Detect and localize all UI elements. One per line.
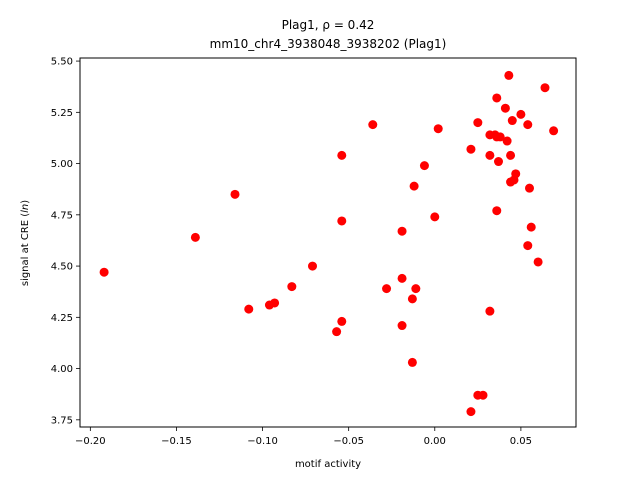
y-axis-label: signal at CRE (ln) [20,200,31,286]
data-point [409,181,419,191]
data-point [473,118,483,128]
y-axis-label-italic: ln [20,204,31,213]
data-point [549,126,559,136]
data-point [368,120,378,130]
data-point [516,109,526,119]
chart-title-line2: mm10_chr4_3938048_3938202 (Plag1) [210,37,447,51]
x-axis: −0.20 −0.15 −0.10 −0.05 0.00 0.05 [75,427,532,447]
y-tick-label: 5.00 [51,159,73,170]
data-point [478,390,488,400]
data-point [190,232,200,242]
data-point [494,157,503,167]
axes-frame [79,57,577,428]
data-point [523,241,533,251]
data-point [397,321,407,331]
data-point [533,257,543,267]
data-point [382,284,392,294]
data-point [506,150,516,160]
x-axis-label: motif activity [295,459,361,470]
data-point [419,161,429,171]
data-point [466,407,476,417]
data-point [466,144,476,154]
data-point [244,304,254,314]
data-point [433,124,443,134]
y-tick-label: 4.75 [51,210,73,221]
x-tick-label: 0.00 [424,436,446,447]
data-point [492,206,502,216]
data-point [500,103,510,113]
y-axis-label-close: ) [20,200,31,204]
y-tick-label: 5.50 [51,57,73,68]
data-points [99,70,559,417]
data-point [411,284,421,294]
data-point [407,357,417,367]
x-tick-label: 0.05 [510,436,532,447]
data-point [495,132,505,142]
y-axis: 3.75 4.00 4.25 4.50 4.75 5.00 5.25 5.50 [51,57,80,426]
data-point [397,226,407,236]
data-point [492,93,502,103]
y-tick-label: 4.00 [51,364,73,375]
data-point [502,136,512,146]
data-point [485,306,495,316]
data-point [337,316,347,326]
data-point [337,216,347,226]
data-point [99,267,109,277]
x-tick-label: −0.15 [161,436,192,447]
data-point [526,222,536,232]
plot-area: −0.20 −0.15 −0.10 −0.05 0.00 0.05 3.75 4.00 4.2… [51,57,577,447]
data-point [308,261,317,271]
data-point [270,298,280,308]
y-tick-label: 5.25 [51,108,73,119]
data-point [511,169,521,179]
x-tick-label: −0.20 [75,436,106,447]
data-point [525,183,534,193]
y-tick-label: 3.75 [51,415,73,426]
y-tick-label: 4.50 [51,262,73,273]
x-tick-label: −0.05 [333,436,364,447]
x-tick-label: −0.10 [247,436,278,447]
y-axis-label-main: signal at CRE ( [20,213,31,286]
data-point [504,70,514,80]
data-point [485,150,495,160]
data-point [230,189,240,199]
y-tick-label: 4.25 [51,313,73,324]
data-point [397,273,407,283]
data-point [287,282,297,292]
data-point [540,83,550,93]
data-point [337,150,347,160]
data-point [430,212,440,222]
data-point [407,294,417,304]
data-point [523,120,533,130]
chart-title-line1: Plag1, ρ = 0.42 [282,18,375,32]
data-point [507,116,517,126]
data-point [332,327,342,337]
